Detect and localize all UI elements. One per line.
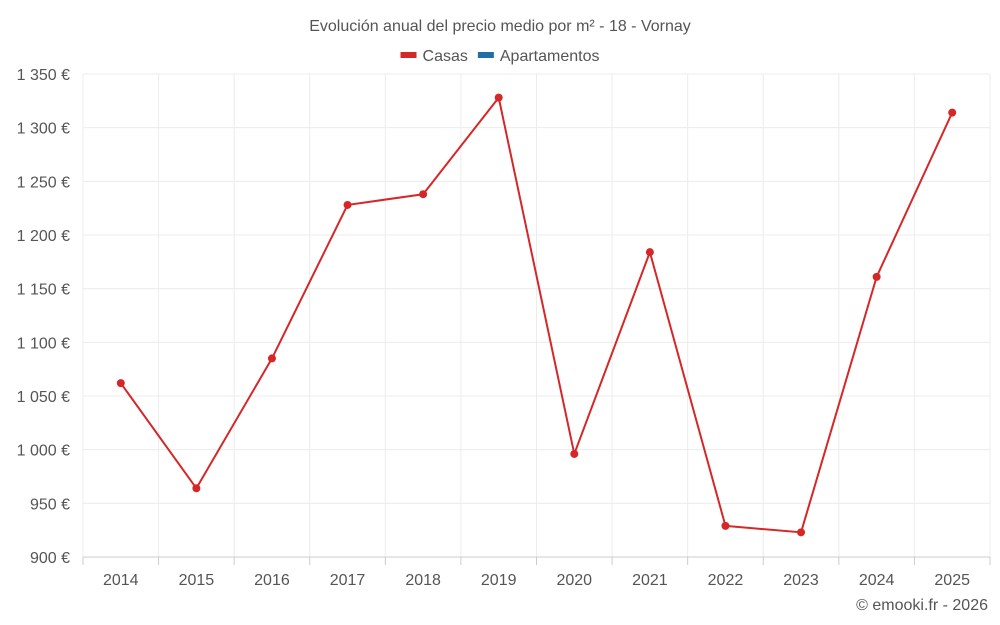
x-tick-label: 2015 — [179, 572, 215, 589]
grid-lines — [82, 73, 991, 557]
data-point[interactable] — [948, 108, 957, 117]
legend: Casas Apartamentos — [400, 48, 600, 65]
legend-swatch[interactable] — [477, 52, 494, 58]
chart-title: Evolución anual del precio medio por m² … — [309, 18, 691, 35]
x-tick-label: 2021 — [632, 572, 668, 589]
x-tick-label: 2022 — [708, 572, 744, 589]
y-tick-label: 1 000 € — [17, 443, 70, 460]
data-point[interactable] — [343, 200, 352, 209]
legend-label: Apartamentos — [500, 48, 600, 65]
y-tick-label: 1 250 € — [17, 174, 70, 191]
y-tick-label: 900 € — [30, 550, 70, 567]
x-tick-label: 2016 — [254, 572, 290, 589]
data-point[interactable] — [645, 248, 654, 257]
y-tick-label: 1 200 € — [17, 228, 70, 245]
y-tick-label: 1 350 € — [17, 67, 70, 84]
data-point[interactable] — [192, 484, 201, 493]
data-point[interactable] — [494, 93, 503, 102]
data-point[interactable] — [570, 449, 579, 458]
legend-label: Casas — [423, 48, 468, 65]
data-point[interactable] — [419, 190, 428, 199]
x-tick-label: 2025 — [934, 572, 970, 589]
y-tick-label: 1 300 € — [17, 121, 70, 138]
data-point[interactable] — [721, 521, 730, 530]
y-tick-label: 1 050 € — [17, 389, 70, 406]
data-point[interactable] — [116, 379, 125, 388]
x-tick-label: 2024 — [859, 572, 895, 589]
x-tick-label: 2017 — [330, 572, 366, 589]
data-point[interactable] — [872, 272, 881, 281]
chart-credit: © emooki.fr - 2026 — [856, 597, 988, 614]
y-tick-label: 1 150 € — [17, 282, 70, 299]
legend-swatch[interactable] — [400, 52, 417, 58]
x-tick-label: 2023 — [783, 572, 819, 589]
x-tick-label: 2018 — [405, 572, 441, 589]
data-point[interactable] — [797, 528, 806, 537]
x-tick-label: 2014 — [103, 572, 139, 589]
series-line-casas — [119, 96, 954, 534]
data-point[interactable] — [267, 354, 276, 363]
series-layer — [116, 93, 957, 537]
x-tick-label: 2020 — [556, 572, 592, 589]
y-tick-label: 950 € — [30, 496, 70, 513]
x-tick-label: 2019 — [481, 572, 517, 589]
axes: 900 € 950 € 1 000 € 1 050 € 1 100 € 1 150 € 1 … — [17, 67, 991, 589]
y-tick-label: 1 100 € — [17, 335, 70, 352]
